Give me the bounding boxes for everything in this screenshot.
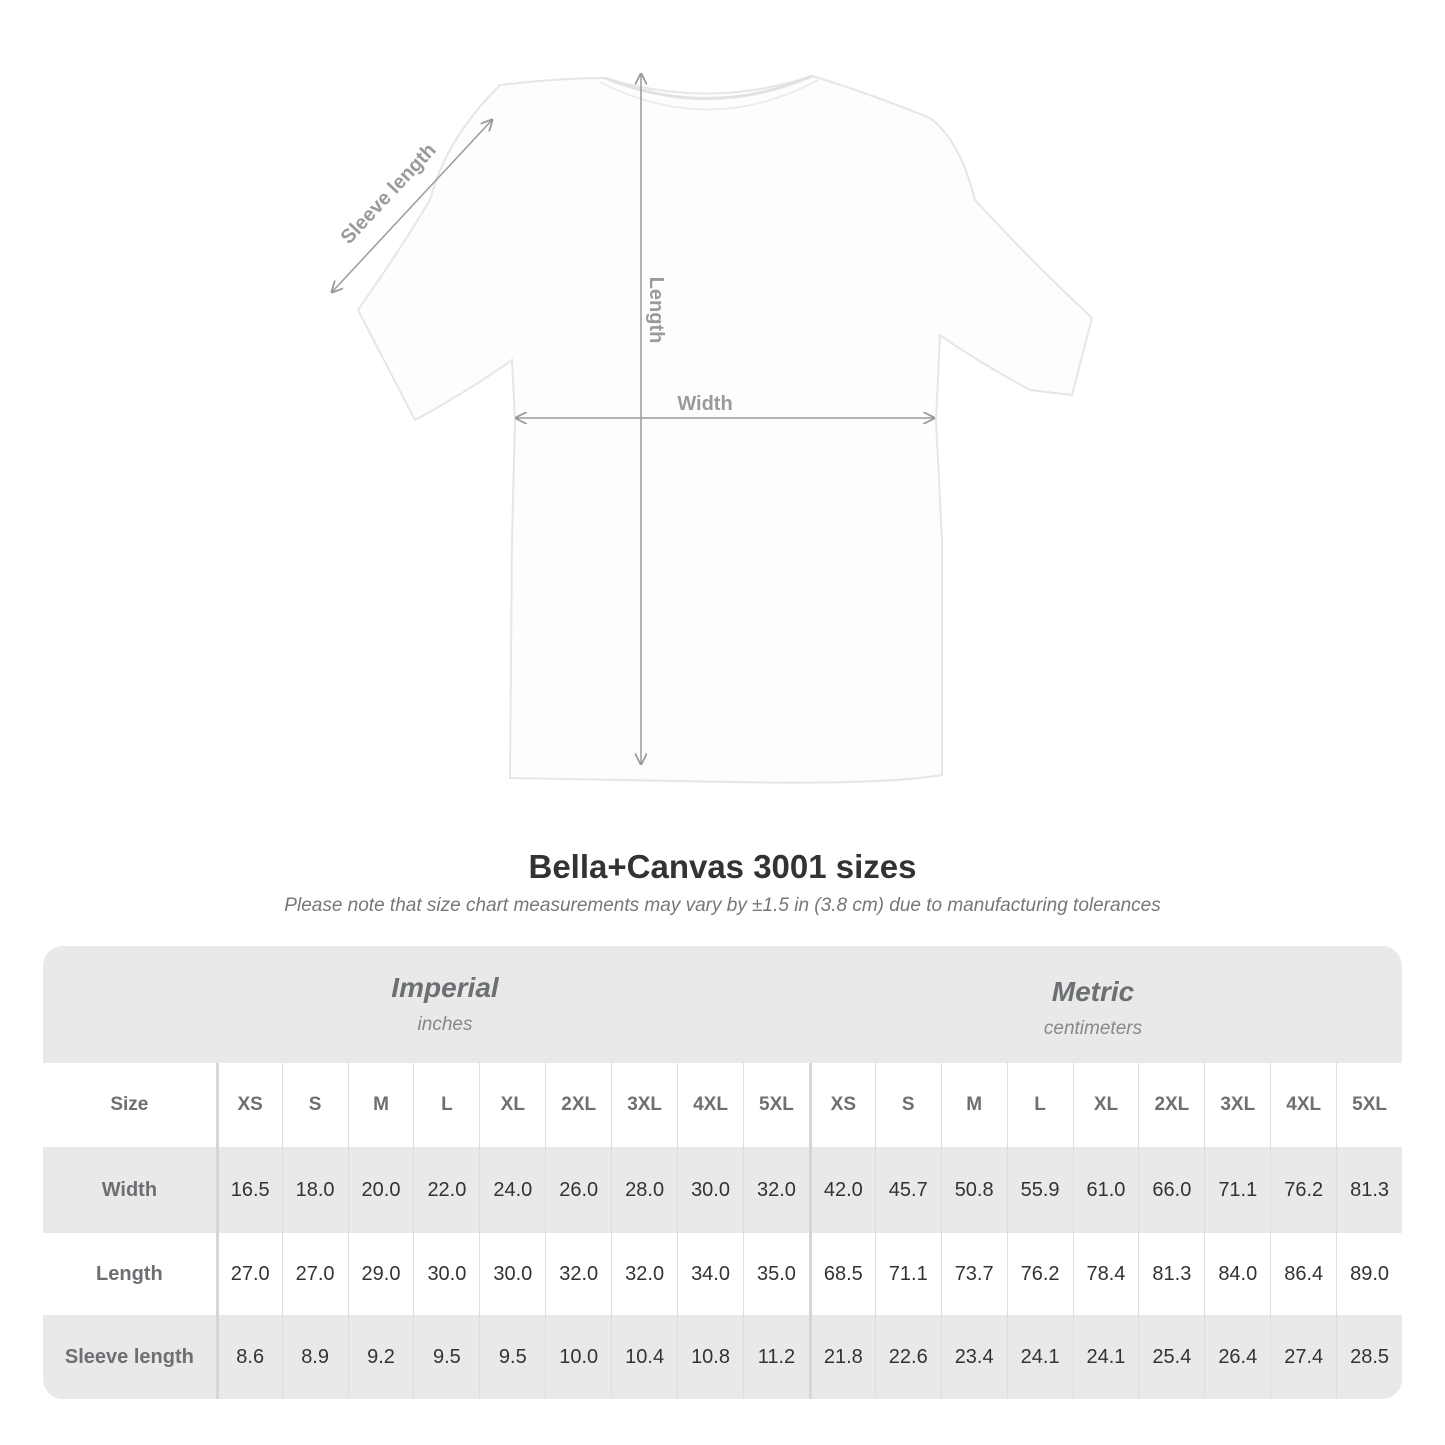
- value-cell: 81.3: [1336, 1147, 1402, 1233]
- size-header-cell: 2XL: [1138, 1063, 1204, 1147]
- value-cell: 34.0: [677, 1233, 743, 1315]
- size-header-row: Size XS S M L XL 2XL 3XL 4XL 5XL XS S M L XL 2XL 3XL 4XL 5…: [43, 1063, 1402, 1147]
- value-cell: 24.1: [1006, 1315, 1073, 1399]
- value-cell: 55.9: [1006, 1147, 1073, 1233]
- value-cell: 20.0: [347, 1147, 414, 1233]
- value-cell: 27.0: [215, 1233, 282, 1315]
- collar-inner: [599, 79, 819, 111]
- value-cell: 25.4: [1138, 1315, 1204, 1399]
- size-header-cell: XS: [215, 1063, 282, 1147]
- size-header-cell: 2XL: [545, 1063, 611, 1147]
- value-cell: 84.0: [1204, 1233, 1270, 1315]
- size-header-cell: 5XL: [742, 1063, 809, 1147]
- value-cell: 9.2: [347, 1315, 414, 1399]
- value-cell: 76.2: [1006, 1233, 1073, 1315]
- imperial-heading: Imperial: [391, 972, 499, 1003]
- value-cell: 28.5: [1336, 1315, 1402, 1399]
- value-cell: 8.6: [215, 1315, 282, 1399]
- value-cell: 11.2: [742, 1315, 809, 1399]
- size-header-cell: L: [413, 1063, 479, 1147]
- value-cell: 27.4: [1270, 1315, 1336, 1399]
- metric-heading: Metric: [1051, 976, 1135, 1007]
- metric-unit: centimeters: [1043, 1018, 1143, 1039]
- value-cell: 81.3: [1138, 1233, 1204, 1315]
- value-cell: 76.2: [1270, 1147, 1336, 1233]
- value-cell: 71.1: [1204, 1147, 1270, 1233]
- size-header-cell: XL: [1072, 1063, 1139, 1147]
- size-header-cell: M: [940, 1063, 1007, 1147]
- row-label: Sleeve length: [64, 1345, 194, 1368]
- size-header-cell: 5XL: [1336, 1063, 1402, 1147]
- tolerance-note: Please note that size chart measurements…: [284, 895, 1161, 916]
- table-row: Width 16.5 18.0 20.0 22.0 24.0 26.0 28.0 30.0 32.…: [43, 1147, 1402, 1233]
- value-cell: 73.7: [940, 1233, 1007, 1315]
- value-cell: 27.0: [281, 1233, 348, 1315]
- value-cell: 21.8: [808, 1315, 875, 1399]
- imperial-header: Imperial inches: [195, 972, 695, 1036]
- value-cell: 8.9: [281, 1315, 348, 1399]
- value-cell: 30.0: [677, 1147, 743, 1233]
- value-cell: 22.0: [413, 1147, 479, 1233]
- width-label: Width: [677, 393, 732, 415]
- value-cell: 66.0: [1138, 1147, 1204, 1233]
- value-cell: 23.4: [940, 1315, 1007, 1399]
- page-title: Bella+Canvas 3001 sizes: [528, 848, 917, 885]
- value-cell: 24.0: [479, 1147, 545, 1233]
- collar: [604, 74, 813, 100]
- value-cell: 10.0: [545, 1315, 611, 1399]
- size-header-cell: XL: [479, 1063, 545, 1147]
- value-cell: 18.0: [281, 1147, 348, 1233]
- value-cell: 61.0: [1072, 1147, 1139, 1233]
- value-cell: 9.5: [413, 1315, 479, 1399]
- value-cell: 42.0: [808, 1147, 875, 1233]
- size-header-cell: S: [874, 1063, 941, 1147]
- value-cell: 16.5: [215, 1147, 282, 1233]
- value-cell: 10.4: [611, 1315, 677, 1399]
- value-cell: 32.0: [611, 1233, 677, 1315]
- length-label: Length: [645, 277, 667, 344]
- value-cell: 28.0: [611, 1147, 677, 1233]
- size-label: Size: [110, 1094, 149, 1115]
- tshirt-diagram: Sleeve length Length Width: [0, 0, 1094, 784]
- row-label: Width: [101, 1178, 158, 1201]
- size-table: Imperial inches Metric centimeters Size X…: [43, 946, 1402, 1399]
- value-cell: 86.4: [1270, 1233, 1336, 1315]
- size-header-cell: XS: [808, 1063, 875, 1147]
- value-cell: 26.0: [545, 1147, 611, 1233]
- value-cell: 32.0: [742, 1147, 809, 1233]
- value-cell: 78.4: [1072, 1233, 1139, 1315]
- value-cell: 35.0: [742, 1233, 809, 1315]
- row-label: Length: [96, 1262, 163, 1285]
- value-cell: 24.1: [1072, 1315, 1139, 1399]
- value-cell: 50.8: [940, 1147, 1007, 1233]
- imperial-unit: inches: [417, 1014, 473, 1035]
- value-cell: 26.4: [1204, 1315, 1270, 1399]
- value-cell: 30.0: [413, 1233, 479, 1315]
- table-row: Length 27.0 27.0 29.0 30.0 30.0 32.0 32.0 34.0 35…: [43, 1233, 1402, 1315]
- value-cell: 30.0: [479, 1233, 545, 1315]
- size-header-cell: L: [1006, 1063, 1073, 1147]
- value-cell: 29.0: [347, 1233, 414, 1315]
- size-header-cell: 3XL: [611, 1063, 677, 1147]
- size-header-cell: 4XL: [677, 1063, 743, 1147]
- value-cell: 71.1: [874, 1233, 941, 1315]
- value-cell: 68.5: [808, 1233, 875, 1315]
- size-header-cell: M: [347, 1063, 414, 1147]
- table-row: Sleeve length 8.6 8.9 9.2 9.5 9.5 10.0 10.4 10.8…: [43, 1315, 1402, 1399]
- value-cell: 10.8: [677, 1315, 743, 1399]
- value-cell: 89.0: [1336, 1233, 1402, 1315]
- tshirt-shape: [356, 74, 1094, 784]
- sleeve-length-arrow: [332, 120, 492, 292]
- value-cell: 22.6: [874, 1315, 941, 1399]
- value-cell: 45.7: [874, 1147, 941, 1233]
- value-cell: 32.0: [545, 1233, 611, 1315]
- unit-header-band: [43, 946, 1402, 1063]
- size-header-cell: 4XL: [1270, 1063, 1336, 1147]
- size-header-cell: S: [281, 1063, 348, 1147]
- size-header-cell: 3XL: [1204, 1063, 1270, 1147]
- value-cell: 9.5: [479, 1315, 545, 1399]
- metric-header: Metric centimeters: [843, 976, 1343, 1040]
